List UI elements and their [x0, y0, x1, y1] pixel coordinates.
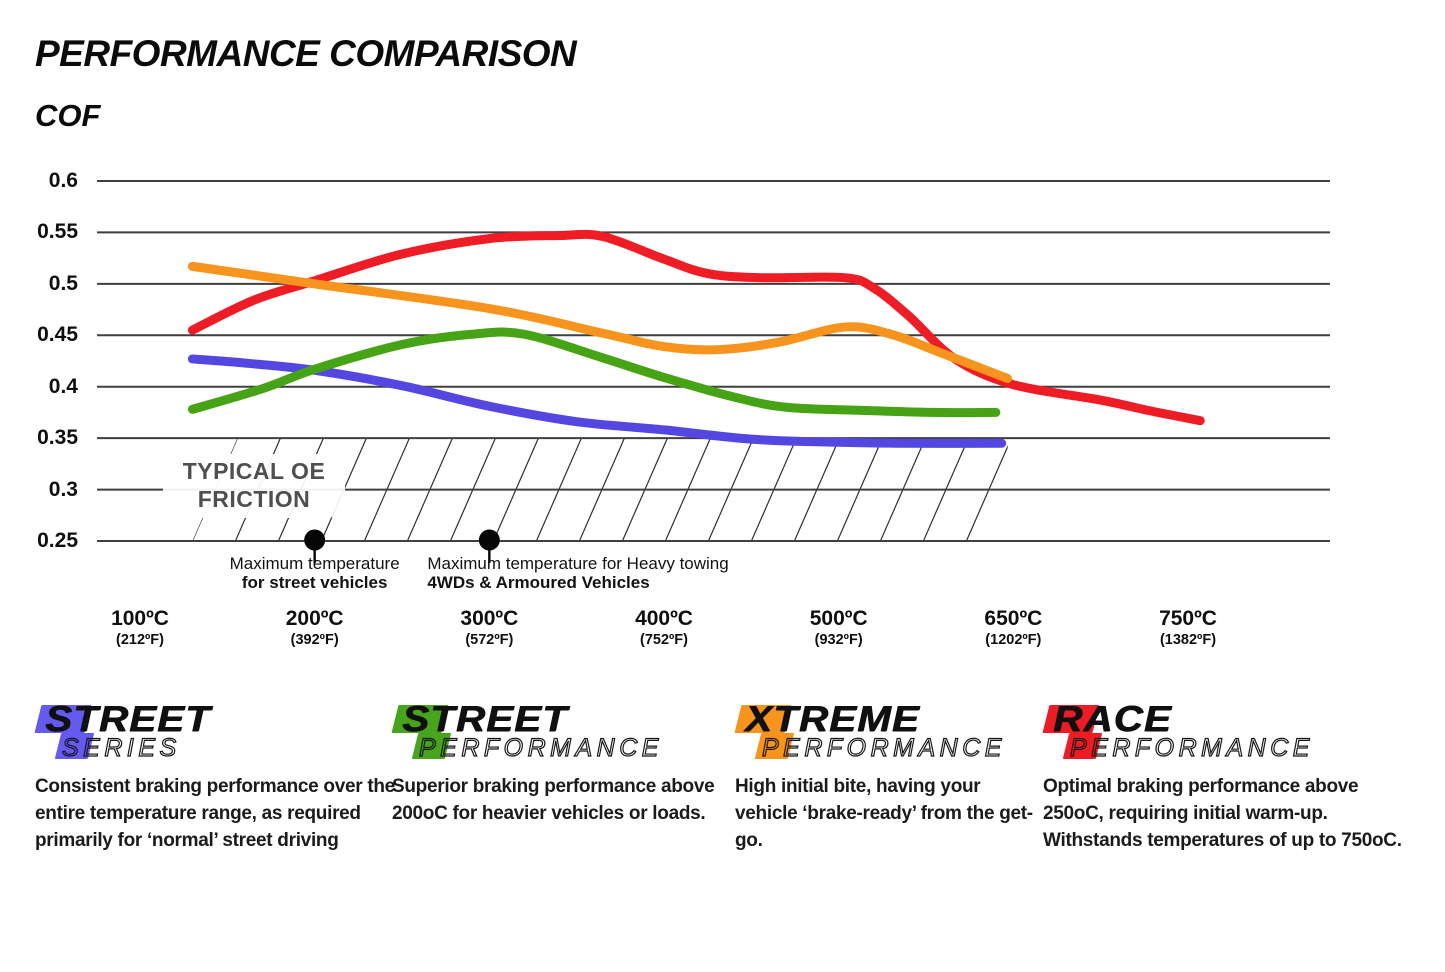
marker-label-line2: for street vehicles	[241, 573, 388, 592]
x-tick-750c: 750ºC (1382ºF)	[1108, 607, 1268, 649]
x-tick-fahrenheit: (392ºF)	[290, 632, 339, 648]
x-tick-celsius: 750ºC	[1159, 607, 1217, 630]
x-tick-300c: 300ºC (572ºF)	[409, 607, 569, 649]
curve-race-performance	[187, 229, 1205, 426]
y-tick-0.25: 0.25	[37, 529, 78, 552]
x-tick-fahrenheit: (572ºF)	[465, 632, 514, 648]
x-tick-celsius: 100ºC	[111, 607, 169, 630]
x-tick-fahrenheit: (932ºF)	[814, 632, 863, 648]
brand-word1: XTREME	[745, 698, 920, 739]
temp-marker-pin-200c	[304, 529, 326, 563]
x-tick-400c: 400ºC (752ºF)	[584, 607, 744, 649]
x-tick-celsius: 300ºC	[460, 607, 519, 630]
brand-word2: PERFORMANCE	[1069, 733, 1314, 762]
marker-label-200c: Maximum temperature for street vehicles	[145, 554, 485, 592]
x-tick-celsius: 500ºC	[809, 607, 868, 630]
curve-street-performance	[187, 327, 1001, 418]
oe-friction-band-label: TYPICAL OE FRICTION	[163, 454, 345, 518]
marker-label-line1: Maximum temperature	[229, 554, 400, 573]
brand-word2: PERFORMANCE	[761, 733, 1006, 762]
y-tick-0.55: 0.55	[37, 220, 78, 244]
brand-word1: STREET	[45, 698, 211, 739]
marker-label-line1: Maximum temperature for Heavy towing	[427, 554, 729, 573]
y-tick-0.45: 0.45	[37, 323, 78, 347]
x-tick-fahrenheit: (212ºF)	[115, 632, 164, 648]
y-tick-0.6: 0.6	[48, 169, 78, 192]
x-tick-celsius: 400ºC	[635, 607, 693, 630]
y-tick-0.3: 0.3	[48, 477, 78, 501]
x-tick-fahrenheit: (752ºF)	[639, 632, 688, 648]
marker-label-line2: 4WDs & Armoured Vehicles	[427, 573, 650, 592]
x-tick-200c: 200ºC (392ºF)	[235, 607, 395, 649]
x-tick-celsius: 650ºC	[984, 607, 1043, 630]
x-tick-celsius: 200ºC	[285, 607, 344, 630]
x-tick-500c: 500ºC (932ºF)	[759, 607, 919, 649]
x-tick-650c: 650ºC (1202ºF)	[933, 607, 1093, 649]
brand-description: Superior braking performance above 200oC…	[392, 776, 715, 824]
brand-word2: SERIES	[61, 733, 181, 762]
curve-xtreme-performance	[187, 261, 1013, 383]
brand-description: Optimal braking performance above 250oC,…	[1043, 776, 1402, 851]
temp-marker-pin-300c	[478, 529, 500, 563]
x-tick-fahrenheit: (1382ºF)	[1159, 632, 1217, 648]
x-tick-fahrenheit: (1202ºF)	[985, 632, 1042, 648]
brand-description: High initial bite, having your vehicle ‘…	[735, 776, 1033, 851]
y-tick-0.5: 0.5	[48, 271, 78, 295]
page-title: PERFORMANCE COMPARISON	[35, 33, 577, 74]
y-tick-0.4: 0.4	[48, 374, 78, 398]
brand-description: Consistent braking performance over the …	[35, 776, 395, 851]
brand-word1: RACE	[1053, 698, 1172, 739]
y-tick-0.35: 0.35	[37, 426, 78, 450]
brand-word1: STREET	[402, 698, 568, 739]
brand-word2: PERFORMANCE	[418, 733, 663, 762]
marker-label-300c: Maximum temperature for Heavy towing 4WDs…	[427, 554, 787, 592]
oe-label-line1: TYPICAL OE	[182, 458, 326, 484]
oe-label-line2: FRICTION	[197, 486, 311, 512]
y-axis-title: COF	[35, 98, 101, 133]
x-tick-100c: 100ºC (212ºF)	[60, 607, 220, 649]
